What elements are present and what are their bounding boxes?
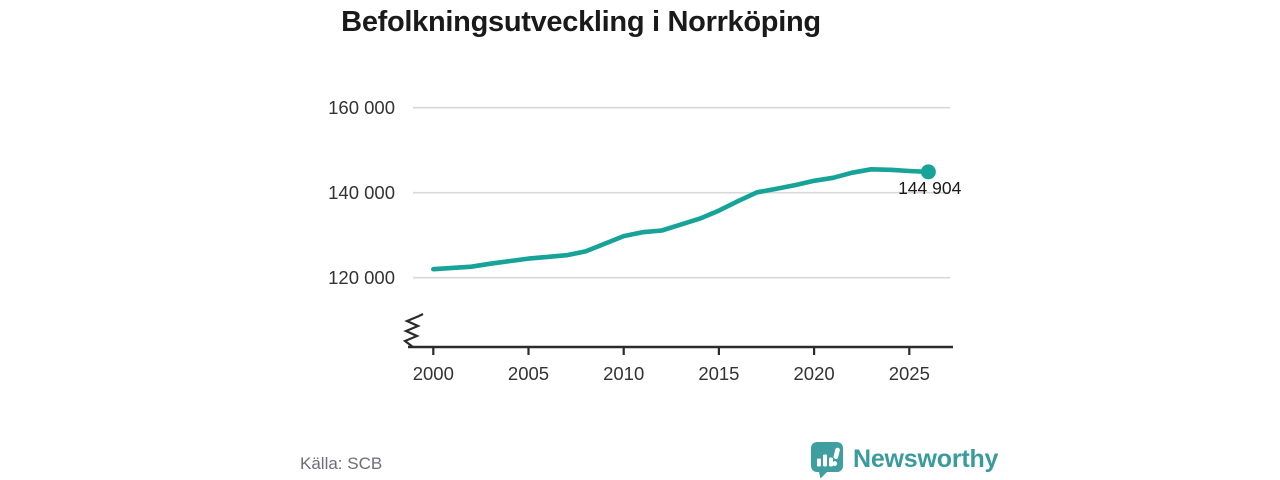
y-tick-label: 140 000 <box>328 182 395 203</box>
end-value-label: 144 904 <box>898 178 962 198</box>
x-tick-label: 2005 <box>508 363 549 384</box>
y-tick-label: 120 000 <box>328 267 395 288</box>
x-tick-label: 2000 <box>413 363 454 384</box>
end-dot <box>920 164 936 180</box>
newsworthy-logo: Newsworthy <box>810 441 998 479</box>
y-tick-label: 160 000 <box>328 97 395 118</box>
x-tick-label: 2025 <box>889 363 930 384</box>
newsworthy-logo-text: Newsworthy <box>853 445 999 473</box>
source-caption: Källa: SCB <box>300 454 383 473</box>
population-line-chart: 120 000 140 000 160 000 2000 2005 2010 2015 202… <box>328 97 962 384</box>
newsworthy-bubble-chart-icon <box>811 442 843 479</box>
chart-title: Befolkningsutveckling i Norrköping <box>341 6 821 38</box>
x-tick-label: 2015 <box>698 363 739 384</box>
x-tick-label: 2010 <box>603 363 644 384</box>
data-line <box>431 167 931 272</box>
x-tick-label: 2020 <box>794 363 835 384</box>
y-axis-break-icon <box>402 313 424 348</box>
